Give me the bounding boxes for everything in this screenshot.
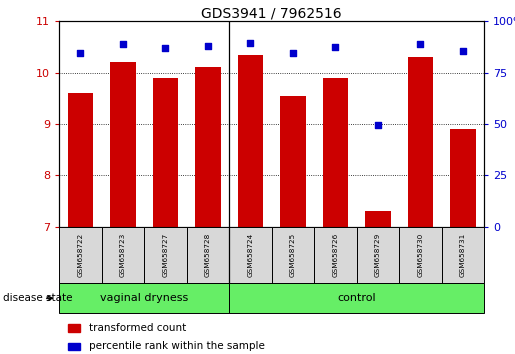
Bar	[229, 283, 484, 313]
Bar	[59, 227, 102, 283]
Point	[459, 48, 467, 54]
Bar	[229, 227, 271, 283]
Bar	[314, 227, 356, 283]
Text: disease state: disease state	[3, 293, 72, 303]
Bar	[144, 227, 186, 283]
Point	[331, 44, 339, 50]
Bar	[441, 227, 484, 283]
Text: GSM658727: GSM658727	[162, 233, 168, 277]
Point	[161, 45, 169, 51]
Bar	[186, 227, 229, 283]
Bar	[152, 78, 178, 227]
Point	[289, 50, 297, 56]
Text: GSM658730: GSM658730	[417, 233, 423, 277]
Point	[119, 41, 127, 47]
Text: percentile rank within the sample: percentile rank within the sample	[89, 341, 265, 351]
Text: transformed count: transformed count	[89, 323, 186, 333]
Bar	[110, 62, 135, 227]
Bar	[237, 55, 263, 227]
Bar	[67, 93, 93, 227]
Bar	[67, 343, 80, 350]
Text: control: control	[337, 293, 376, 303]
Point	[416, 41, 424, 47]
Bar	[280, 96, 305, 227]
Point	[246, 40, 254, 46]
Bar	[272, 227, 314, 283]
Point	[204, 43, 212, 49]
Bar	[356, 227, 399, 283]
Bar	[195, 67, 220, 227]
Point	[76, 50, 84, 56]
Bar	[365, 211, 390, 227]
Text: GSM658723: GSM658723	[120, 233, 126, 277]
Point	[374, 122, 382, 128]
Title: GDS3941 / 7962516: GDS3941 / 7962516	[201, 6, 342, 20]
Bar	[322, 78, 348, 227]
Bar	[399, 227, 442, 283]
Text: GSM658724: GSM658724	[247, 233, 253, 277]
Text: GSM658722: GSM658722	[77, 233, 83, 277]
Bar	[407, 57, 433, 227]
Bar	[59, 283, 229, 313]
Bar	[450, 129, 475, 227]
Text: vaginal dryness: vaginal dryness	[100, 293, 188, 303]
Text: GSM658725: GSM658725	[290, 233, 296, 277]
Text: GSM658728: GSM658728	[205, 233, 211, 277]
Text: GSM658729: GSM658729	[375, 233, 381, 277]
Bar	[67, 324, 80, 332]
Text: GSM658731: GSM658731	[460, 233, 466, 277]
Bar	[102, 227, 144, 283]
Text: GSM658726: GSM658726	[332, 233, 338, 277]
